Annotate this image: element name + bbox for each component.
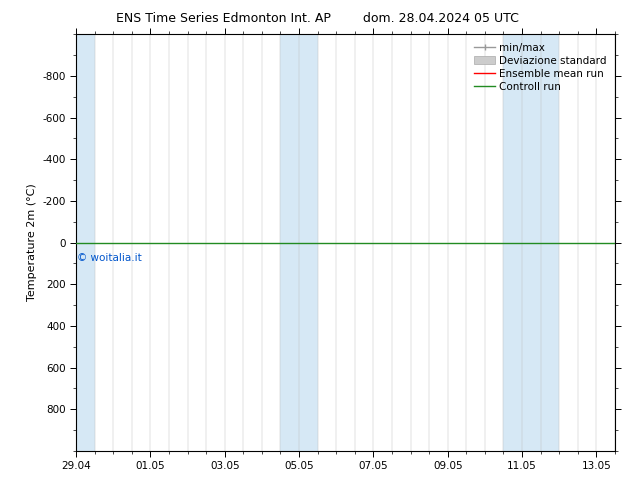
Y-axis label: Temperature 2m (°C): Temperature 2m (°C) [27, 184, 37, 301]
Bar [503, 34, 559, 451]
Text: ENS Time Series Edmonton Int. AP        dom. 28.04.2024 05 UTC: ENS Time Series Edmonton Int. AP dom. 28… [115, 12, 519, 25]
Bar [280, 34, 318, 451]
Text: © woitalia.it: © woitalia.it [77, 253, 141, 263]
Bar [76, 34, 94, 451]
Legend: min/max, Deviazione standard, Ensemble mean run, Controll run: min/max, Deviazione standard, Ensemble m… [471, 40, 610, 95]
